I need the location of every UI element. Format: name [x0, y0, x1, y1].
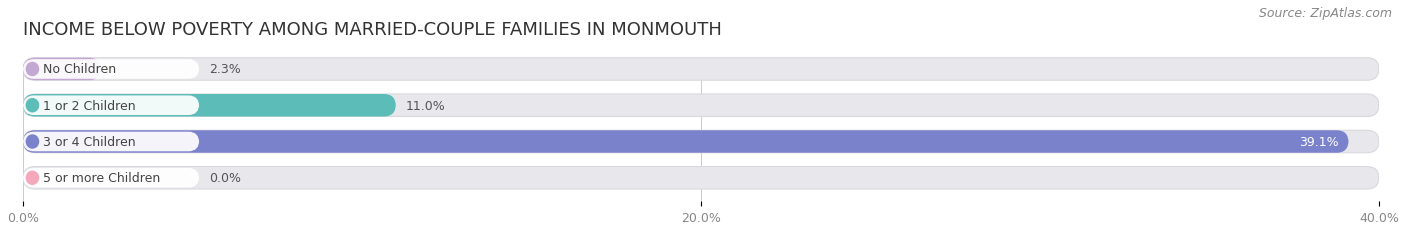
Text: Source: ZipAtlas.com: Source: ZipAtlas.com	[1258, 7, 1392, 20]
Text: 5 or more Children: 5 or more Children	[44, 172, 160, 185]
FancyBboxPatch shape	[22, 131, 1348, 153]
Circle shape	[27, 63, 38, 76]
FancyBboxPatch shape	[22, 167, 1379, 189]
Circle shape	[27, 171, 38, 185]
Text: 11.0%: 11.0%	[406, 99, 446, 112]
Text: 3 or 4 Children: 3 or 4 Children	[44, 135, 136, 148]
Circle shape	[27, 135, 38, 148]
FancyBboxPatch shape	[22, 58, 1379, 81]
Text: INCOME BELOW POVERTY AMONG MARRIED-COUPLE FAMILIES IN MONMOUTH: INCOME BELOW POVERTY AMONG MARRIED-COUPL…	[22, 21, 721, 39]
FancyBboxPatch shape	[22, 60, 200, 79]
FancyBboxPatch shape	[22, 132, 200, 152]
FancyBboxPatch shape	[22, 96, 200, 116]
FancyBboxPatch shape	[22, 58, 101, 81]
FancyBboxPatch shape	[22, 168, 200, 188]
FancyBboxPatch shape	[22, 94, 396, 117]
Text: 2.3%: 2.3%	[209, 63, 242, 76]
Text: No Children: No Children	[44, 63, 117, 76]
Text: 39.1%: 39.1%	[1299, 135, 1339, 148]
FancyBboxPatch shape	[22, 131, 1379, 153]
FancyBboxPatch shape	[22, 94, 1379, 117]
Text: 1 or 2 Children: 1 or 2 Children	[44, 99, 136, 112]
Text: 0.0%: 0.0%	[209, 172, 242, 185]
Circle shape	[27, 99, 38, 112]
